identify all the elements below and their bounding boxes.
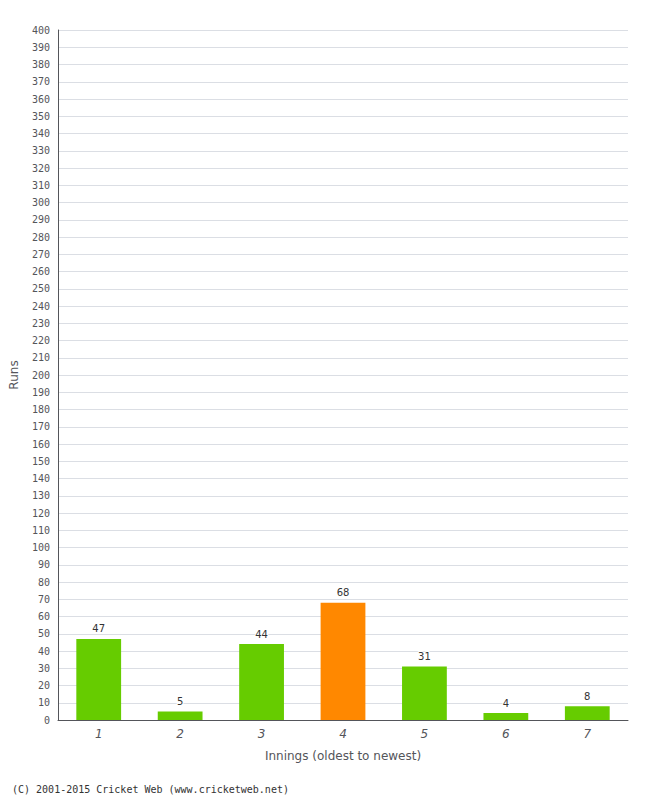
svg-text:220: 220 (32, 335, 50, 346)
svg-text:180: 180 (32, 404, 50, 415)
svg-text:100: 100 (32, 542, 50, 553)
svg-text:30: 30 (38, 663, 50, 674)
svg-text:230: 230 (32, 318, 50, 329)
svg-text:80: 80 (38, 577, 50, 588)
svg-text:5: 5 (177, 696, 183, 707)
svg-text:170: 170 (32, 421, 50, 432)
svg-text:210: 210 (32, 352, 50, 363)
svg-text:50: 50 (38, 628, 50, 639)
svg-text:240: 240 (32, 301, 50, 312)
svg-text:0: 0 (44, 715, 50, 726)
svg-text:44: 44 (255, 629, 268, 640)
svg-text:20: 20 (38, 680, 50, 691)
svg-text:260: 260 (32, 266, 50, 277)
svg-text:370: 370 (32, 76, 50, 87)
svg-text:8: 8 (584, 691, 590, 702)
svg-text:Runs: Runs (7, 360, 21, 389)
svg-text:340: 340 (32, 128, 50, 139)
svg-text:31: 31 (418, 651, 431, 662)
svg-text:60: 60 (38, 611, 50, 622)
svg-text:350: 350 (32, 111, 50, 122)
svg-text:47: 47 (92, 623, 105, 634)
svg-text:4: 4 (503, 698, 509, 709)
svg-text:290: 290 (32, 214, 50, 225)
svg-text:380: 380 (32, 59, 50, 70)
svg-text:90: 90 (38, 559, 50, 570)
svg-text:4: 4 (339, 727, 347, 741)
svg-text:1: 1 (95, 727, 103, 741)
svg-text:150: 150 (32, 456, 50, 467)
svg-text:250: 250 (32, 283, 50, 294)
svg-text:10: 10 (38, 697, 50, 708)
svg-text:300: 300 (32, 197, 50, 208)
svg-text:40: 40 (38, 646, 50, 657)
svg-text:3: 3 (258, 727, 266, 741)
svg-text:330: 330 (32, 145, 50, 156)
svg-text:280: 280 (32, 232, 50, 243)
svg-text:70: 70 (38, 594, 50, 605)
svg-text:68: 68 (337, 587, 350, 598)
svg-text:390: 390 (32, 42, 50, 53)
svg-text:(C) 2001-2015 Cricket Web (www: (C) 2001-2015 Cricket Web (www.cricketwe… (12, 784, 289, 795)
svg-text:120: 120 (32, 508, 50, 519)
svg-text:140: 140 (32, 473, 50, 484)
svg-text:7: 7 (583, 727, 591, 741)
svg-text:360: 360 (32, 94, 50, 105)
svg-text:110: 110 (32, 525, 50, 536)
svg-text:310: 310 (32, 180, 50, 191)
svg-text:270: 270 (32, 249, 50, 260)
svg-text:400: 400 (32, 25, 50, 36)
svg-text:200: 200 (32, 370, 50, 381)
svg-text:160: 160 (32, 439, 50, 450)
svg-text:190: 190 (32, 387, 50, 398)
svg-text:Innings (oldest to newest): Innings (oldest to newest) (265, 749, 421, 763)
svg-text:2: 2 (176, 727, 184, 741)
svg-text:6: 6 (502, 727, 510, 741)
svg-text:5: 5 (421, 727, 429, 741)
svg-text:130: 130 (32, 490, 50, 501)
svg-text:320: 320 (32, 163, 50, 174)
